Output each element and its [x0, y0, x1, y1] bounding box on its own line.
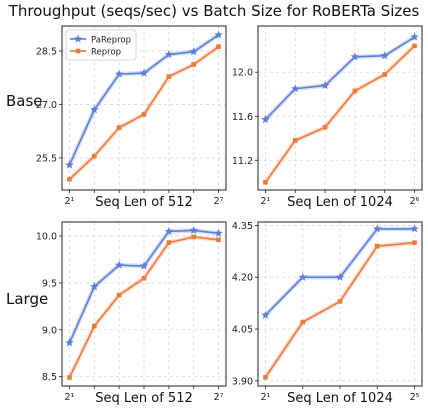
point-reprop	[300, 319, 306, 325]
y-tick-label: 11.6	[232, 112, 253, 123]
y-tick-label: 10.0	[36, 232, 57, 243]
series-band-reprop	[263, 240, 415, 379]
x-tick-label: 2⁵	[410, 392, 420, 403]
point-reprop	[292, 138, 298, 143]
point-pareprop	[290, 84, 300, 93]
panel-2: 2¹ 2⁶ 11.2 11.6 12.0 Seq Len of 1024	[232, 25, 423, 210]
point-reprop	[116, 292, 122, 298]
series-line-reprop	[264, 241, 415, 378]
point-reprop	[116, 125, 122, 130]
legend-marker-pareprop	[73, 34, 83, 43]
point-reprop	[141, 112, 147, 117]
point-reprop	[141, 275, 147, 281]
y-tick-label: 11.2	[232, 156, 253, 167]
x-axis-label: Seq Len of 512	[95, 195, 193, 210]
y-tick-label: 4.20	[232, 273, 253, 284]
point-pareprop	[164, 226, 174, 236]
point-pareprop	[90, 105, 99, 114]
point-pareprop	[350, 52, 360, 61]
x-axis-label: Seq Len of 512	[95, 391, 193, 406]
row-label-large: Large	[6, 290, 49, 308]
x-tick-label: 2¹	[261, 392, 271, 403]
point-reprop	[67, 177, 72, 182]
point-pareprop	[139, 261, 149, 270]
point-reprop	[263, 375, 268, 380]
point-reprop	[337, 299, 343, 304]
point-pareprop	[261, 310, 270, 319]
point-reprop	[92, 323, 97, 329]
y-tick-label: 9.0	[42, 325, 57, 336]
point-pareprop	[90, 282, 99, 291]
x-axis-label: Seq Len of 1024	[287, 195, 393, 210]
y-tick-label: 8.5	[42, 372, 57, 383]
point-pareprop	[65, 338, 74, 347]
axes-frame	[257, 25, 423, 191]
point-reprop	[352, 88, 358, 94]
panel-4: 2¹ 2⁵ 3.90 4.05 4.20 4.35 Seq Len of 1024	[232, 221, 423, 406]
series-line-reprop	[264, 45, 416, 183]
y-tick-label: 25.5	[36, 153, 57, 164]
point-pareprop	[214, 30, 223, 39]
point-pareprop	[380, 51, 390, 60]
panel-1: 2¹ 2⁷ 25.5 27.0 28.5 Seq Len of 512 PaReprop Re…	[36, 25, 227, 210]
point-pareprop	[372, 224, 382, 233]
point-reprop	[92, 153, 97, 159]
x-tick-label: 2⁷	[214, 196, 224, 207]
point-pareprop	[65, 160, 74, 169]
row-label-base: Base	[6, 92, 43, 110]
point-pareprop	[114, 260, 124, 269]
legend-label-pareprop: PaReprop	[91, 35, 131, 45]
point-pareprop	[298, 272, 308, 281]
point-reprop	[216, 44, 221, 49]
y-tick-label: 27.0	[36, 100, 57, 111]
x-tick-label: 2⁶	[410, 196, 420, 207]
y-tick-label: 28.5	[36, 46, 57, 57]
x-tick-label: 2¹	[261, 196, 271, 207]
point-pareprop	[139, 68, 149, 77]
y-tick-label: 9.5	[42, 278, 57, 289]
point-reprop	[412, 240, 417, 246]
legend-label-reprop: Reprop	[91, 47, 121, 57]
legend-marker-reprop	[75, 48, 81, 54]
x-tick-label: 2¹	[65, 196, 75, 207]
point-reprop	[263, 179, 268, 185]
panel-3: 2¹ 2⁷ 8.5 9.0 9.5 10.0 Seq Len of 512	[36, 221, 227, 406]
x-tick-label: 2¹	[65, 392, 75, 403]
point-reprop	[374, 243, 380, 249]
point-pareprop	[189, 225, 198, 235]
figure-title: Throughput (seqs/sec) vs Batch Size for …	[8, 2, 420, 20]
point-reprop	[166, 240, 172, 245]
point-pareprop	[164, 50, 174, 59]
legend-box	[65, 29, 137, 61]
y-tick-label: 12.0	[232, 68, 253, 79]
point-pareprop	[410, 224, 419, 233]
point-reprop	[412, 43, 417, 49]
point-reprop	[382, 72, 388, 77]
point-pareprop	[335, 272, 345, 281]
point-pareprop	[114, 69, 124, 78]
point-reprop	[322, 124, 328, 130]
point-pareprop	[214, 228, 223, 237]
point-reprop	[166, 74, 172, 79]
point-pareprop	[320, 80, 330, 90]
x-axis-label: Seq Len of 1024	[287, 391, 393, 406]
y-tick-label: 4.05	[232, 325, 253, 336]
point-pareprop	[261, 115, 270, 124]
point-pareprop	[189, 47, 198, 56]
point-reprop	[216, 237, 221, 243]
y-tick-label: 3.90	[232, 376, 253, 387]
point-reprop	[67, 375, 72, 380]
y-tick-label: 4.35	[232, 221, 253, 232]
x-tick-label: 2⁷	[214, 392, 224, 403]
point-reprop	[191, 62, 196, 67]
series-line-pareprop	[264, 36, 415, 121]
point-reprop	[191, 234, 196, 240]
point-pareprop	[410, 32, 419, 41]
